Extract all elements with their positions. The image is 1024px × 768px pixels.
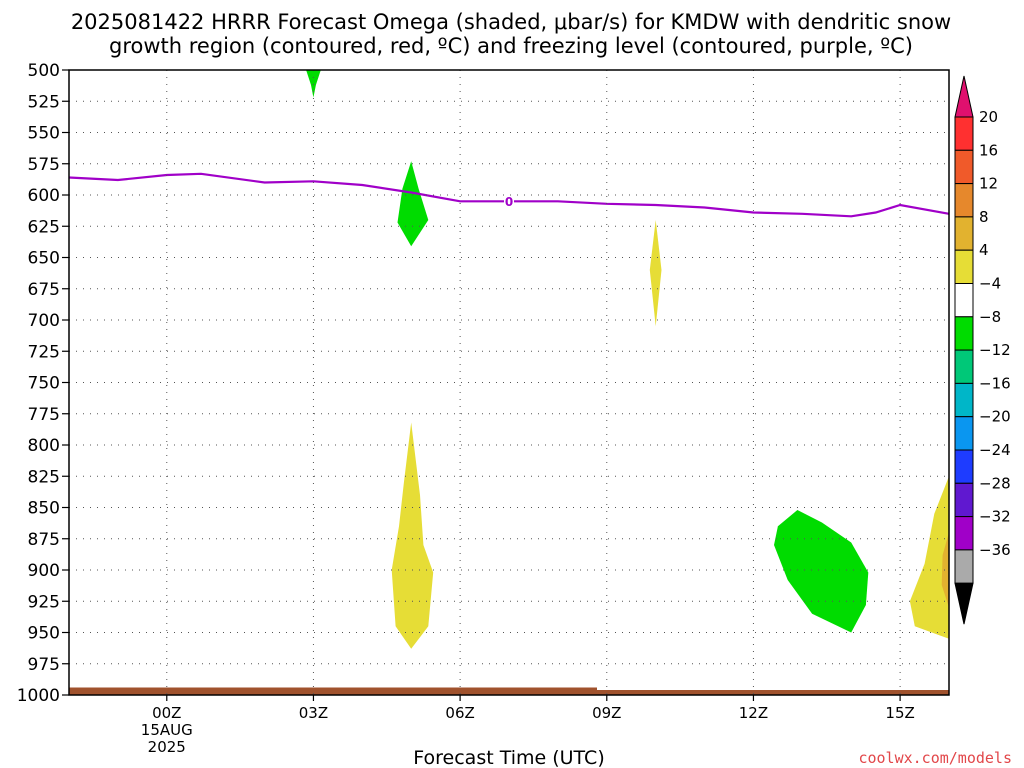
ground-surface (69, 687, 597, 695)
y-tick-label: 550 (28, 124, 60, 144)
y-tick-label: 700 (28, 311, 60, 331)
colorbar-tick-label: −36 (979, 541, 1011, 559)
freezing-level-line (68, 172, 950, 218)
x-tick-sublabel: 15AUG (141, 721, 193, 739)
colorbar-segment (954, 382, 974, 418)
chart-title-line-2: growth region (contoured, red, ºC) and f… (109, 34, 913, 58)
y-tick-label: 975 (28, 655, 60, 675)
colorbar-segment (954, 183, 974, 218)
omega-region-yellow-15z-low (909, 476, 949, 639)
colorbar-bottom-arrow (954, 582, 974, 625)
ground-surface-right (597, 690, 949, 695)
y-tick-label: 925 (28, 592, 60, 612)
x-axis-label: Forecast Time (UTC) (413, 747, 604, 768)
x-tick-label: 15Z (885, 704, 914, 722)
colorbar-tick-label: 20 (979, 108, 998, 126)
colorbar-tick-label: −16 (979, 374, 1011, 392)
colorbar: 20 16 12 8 4 −4 −8 −12 −16 −20 −24 −28 −32 −36 (954, 75, 1011, 625)
colorbar-segment (954, 249, 974, 284)
colorbar-tick-label: 8 (979, 208, 989, 226)
x-tick-sublabel: 2025 (148, 738, 186, 756)
y-tick-label: 1000 (17, 686, 60, 706)
y-tick-label: 500 (28, 61, 60, 81)
y-tick-label: 825 (28, 467, 60, 487)
omega-region-green-13z-low (774, 510, 869, 633)
colorbar-segment (954, 482, 974, 518)
chart-title-line-1: 2025081422 HRRR Forecast Omega (shaded, … (71, 10, 951, 34)
colorbar-segment (954, 283, 974, 318)
colorbar-tick-label: 4 (979, 241, 989, 259)
colorbar-tick-label: −32 (979, 508, 1011, 526)
colorbar-segment (954, 516, 974, 551)
colorbar-segment (954, 449, 974, 484)
freezing-level-label-bg (504, 194, 514, 209)
colorbar-tick-label: 16 (979, 141, 998, 159)
colorbar-segment (954, 116, 974, 151)
x-tick-label: 12Z (739, 704, 768, 722)
x-tick-label: 03Z (299, 704, 328, 722)
omega-region-yellow-05z-low (391, 422, 434, 649)
y-tick-label: 875 (28, 530, 60, 550)
y-tick-label: 750 (28, 374, 60, 394)
y-tick-label: 575 (28, 155, 60, 175)
colorbar-tick-label: −8 (979, 308, 1001, 326)
x-tick-label: 00Z (152, 704, 181, 722)
y-tick-label: 850 (28, 499, 60, 519)
y-tick-label: 800 (28, 436, 60, 456)
omega-region-yellow-10z (649, 220, 662, 327)
omega-region-orange-15z-edge (941, 532, 949, 608)
colorbar-tick-label: −4 (979, 275, 1001, 293)
colorbar-segment (954, 316, 974, 351)
plot-frame (68, 69, 950, 696)
y-tick-label: 600 (28, 186, 60, 206)
colorbar-tick-label: 12 (979, 175, 998, 193)
x-tick-label: 06Z (445, 704, 474, 722)
x-tick-label: 09Z (592, 704, 621, 722)
y-tick-label: 625 (28, 217, 60, 237)
y-tick-label: 525 (28, 92, 60, 112)
colorbar-segment (954, 149, 974, 185)
colorbar-segment (954, 349, 974, 384)
y-tick-label: 725 (28, 342, 60, 362)
colorbar-top-arrow (954, 75, 974, 118)
colorbar-segment (954, 549, 974, 584)
y-tick-label: 950 (28, 624, 60, 644)
omega-region-green-top-03z (306, 70, 321, 98)
y-tick-label: 650 (28, 249, 60, 269)
colorbar-tick-label: −20 (979, 408, 1011, 426)
freezing-level-label: 0 (505, 195, 513, 209)
omega-region-green-05z (397, 161, 429, 247)
y-tick-label: 775 (28, 405, 60, 425)
y-tick-label: 675 (28, 280, 60, 300)
credit-text: coolwx.com/models (858, 749, 1012, 767)
y-tick-label: 900 (28, 561, 60, 581)
colorbar-segment (954, 416, 974, 451)
colorbar-tick-label: −28 (979, 474, 1011, 492)
colorbar-tick-label: −24 (979, 441, 1011, 459)
colorbar-segment (954, 216, 974, 251)
plot-area: 0 (68, 70, 950, 695)
y-axis-ticks: 500 525 550 575 600 625 650 675 700 725 750 775 800 8… (17, 61, 69, 706)
colorbar-tick-label: −12 (979, 341, 1011, 359)
